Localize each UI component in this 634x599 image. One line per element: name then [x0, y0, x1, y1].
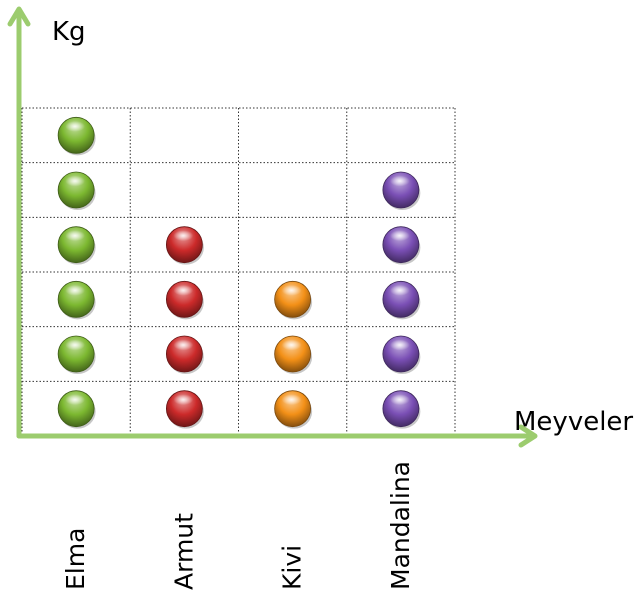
marker-elma	[57, 280, 96, 320]
marker-kivi	[274, 280, 313, 320]
marker-mandalina	[382, 390, 421, 429]
category-label-armut: Armut	[169, 513, 198, 590]
y-axis-arrow	[7, 6, 31, 27]
y-axis-title: Kg	[52, 17, 86, 47]
category-label-mandalina: Mandalina	[386, 461, 415, 590]
marker-elma	[57, 171, 96, 210]
marker-armut	[165, 390, 204, 429]
marker-kivi	[274, 335, 313, 374]
marker-elma	[57, 335, 96, 374]
marker-mandalina	[382, 280, 421, 320]
marker-mandalina	[382, 335, 421, 374]
chart-marks	[57, 116, 421, 429]
marker-armut	[165, 335, 204, 374]
marker-elma	[57, 116, 96, 156]
marker-elma	[57, 226, 96, 265]
marker-elma	[57, 390, 96, 429]
marker-mandalina	[382, 171, 421, 210]
chart-grid	[21, 107, 456, 437]
x-axis-arrow	[518, 424, 538, 448]
category-labels: Elma Armut Kivi Mandalina	[61, 461, 415, 590]
x-axis-title: Meyveler	[514, 407, 633, 437]
marker-kivi	[274, 390, 313, 429]
marker-armut	[165, 280, 204, 320]
marker-armut	[165, 226, 204, 265]
marker-mandalina	[382, 226, 421, 265]
category-label-kivi: Kivi	[278, 545, 307, 590]
chart-axes	[7, 6, 538, 448]
category-label-elma: Elma	[61, 528, 90, 590]
